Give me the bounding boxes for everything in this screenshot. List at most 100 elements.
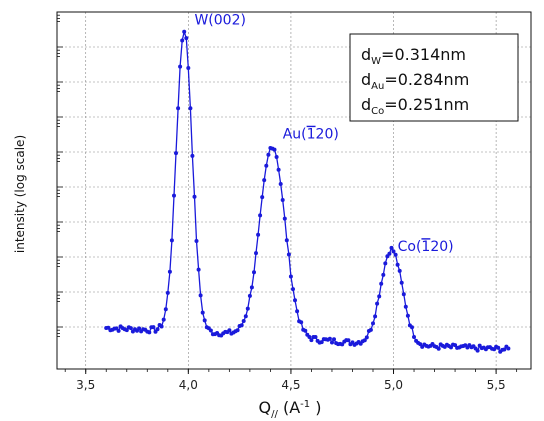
data-point	[235, 328, 240, 333]
data-point	[163, 307, 168, 312]
data-point	[346, 338, 351, 343]
data-point	[401, 292, 406, 297]
data-point	[288, 274, 293, 279]
data-point	[200, 310, 205, 315]
data-point	[393, 252, 398, 257]
d-spacing-w: dW=0.314nm	[361, 45, 466, 67]
data-point	[116, 328, 121, 333]
data-point	[258, 213, 263, 218]
data-point	[362, 338, 367, 343]
data-point	[245, 306, 250, 311]
data-point	[176, 106, 181, 111]
data-point	[371, 321, 375, 326]
data-point	[327, 336, 332, 341]
data-point	[151, 325, 156, 330]
data-point	[383, 261, 388, 266]
data-point	[284, 238, 289, 243]
data-point	[280, 198, 285, 202]
data-point	[128, 326, 133, 331]
data-point	[208, 328, 213, 333]
data-point	[381, 272, 386, 277]
data-point	[182, 29, 187, 34]
data-point	[412, 335, 416, 339]
data-point	[332, 337, 336, 342]
data-point	[262, 178, 267, 183]
data-point	[172, 193, 176, 198]
data-point	[410, 325, 414, 330]
peak-label-w: W(002)	[194, 12, 246, 28]
d-spacing-co: dCo=0.251nm	[361, 95, 469, 117]
data-point	[453, 343, 458, 348]
data-point	[239, 323, 244, 328]
data-point	[227, 328, 232, 333]
data-point	[364, 335, 369, 340]
data-point	[260, 195, 265, 200]
data-point	[375, 301, 380, 306]
data-point	[377, 294, 382, 299]
data-point	[496, 345, 501, 350]
data-point	[291, 287, 295, 292]
data-point	[264, 163, 269, 168]
peak-label-au: Au(120)	[283, 127, 339, 143]
data-point	[159, 324, 164, 329]
data-point	[506, 346, 511, 351]
data-point	[387, 251, 392, 256]
data-point	[137, 326, 142, 331]
peak-label-co: Co(120)	[398, 239, 454, 255]
d-spacing-au: dAu=0.284nm	[361, 70, 469, 92]
data-point	[319, 340, 324, 345]
data-point	[188, 106, 193, 111]
data-point	[161, 317, 166, 322]
data-point	[202, 318, 207, 323]
data-point	[395, 262, 400, 267]
data-point	[449, 345, 453, 350]
data-point	[192, 194, 197, 199]
data-point	[418, 342, 423, 347]
x-tick-label: 4,5	[281, 378, 300, 392]
data-point	[243, 314, 248, 319]
data-point	[373, 314, 378, 319]
data-point	[397, 268, 402, 273]
data-point	[155, 327, 160, 332]
x-tick-label: 5,0	[384, 378, 403, 392]
d-spacing-box: dW=0.314nm dAu=0.284nm dCo=0.251nm	[349, 33, 519, 122]
data-point	[502, 347, 507, 352]
data-point	[389, 245, 394, 250]
data-point	[295, 309, 300, 314]
data-point	[196, 267, 201, 272]
data-point	[190, 153, 195, 158]
data-point	[293, 298, 297, 303]
data-point	[147, 330, 152, 335]
data-point	[405, 313, 410, 318]
y-axis-title: intensity (log scale)	[13, 135, 27, 253]
data-point	[330, 340, 334, 345]
data-point	[282, 216, 287, 221]
data-point	[340, 342, 345, 347]
data-point	[252, 270, 256, 275]
data-point	[178, 64, 183, 69]
data-point	[247, 293, 252, 298]
data-point	[165, 290, 170, 295]
data-point	[241, 319, 246, 323]
peak-labels: W(002) Au(120) Co(120)	[194, 12, 453, 255]
data-point	[286, 252, 291, 257]
data-point	[174, 151, 178, 156]
data-point	[169, 238, 174, 243]
data-point	[303, 328, 308, 333]
data-point	[266, 152, 271, 157]
axis-ticks: 3,5 4,0 4,5 5,0 5,5	[57, 11, 518, 392]
data-point	[307, 335, 312, 339]
data-point	[167, 269, 172, 274]
data-point	[276, 167, 281, 172]
data-point	[198, 293, 203, 298]
data-point	[379, 281, 384, 286]
x-tick-label: 5,5	[487, 378, 506, 392]
data-point	[194, 239, 199, 243]
x-axis-title: Q// (A-1 )	[259, 398, 322, 420]
data-point	[278, 182, 283, 186]
data-point	[186, 66, 191, 70]
data-point	[309, 338, 314, 343]
data-point	[180, 38, 185, 43]
data-series	[104, 29, 511, 354]
